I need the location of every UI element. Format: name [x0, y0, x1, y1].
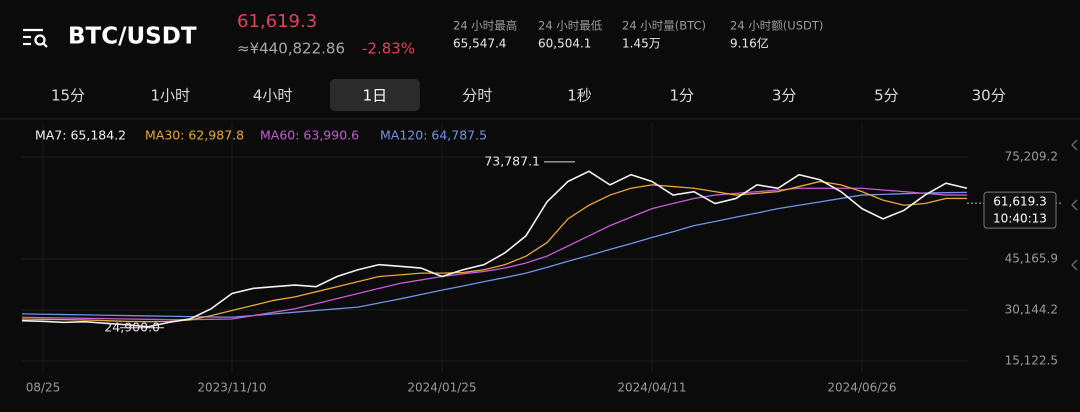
legend-entry: MA60: 63,990.6 — [260, 128, 359, 143]
stat-label: 24 小时量(BTC) — [622, 19, 706, 33]
ma-line — [21, 187, 967, 321]
change: -2.83% — [362, 40, 415, 58]
y-tick-label: 75,209.2 — [1005, 149, 1058, 163]
legend-entry: MA7: 65,184.2 — [35, 128, 126, 143]
x-tick-label: 2024/04/11 — [617, 381, 686, 395]
stat-value: 60,504.1 — [538, 37, 591, 51]
last-time: 10:40:13 — [993, 212, 1047, 226]
menu-icon[interactable] — [23, 28, 48, 48]
scroll-arrows[interactable] — [1071, 139, 1078, 271]
annotation-label: 24,900.0 — [104, 319, 160, 334]
stat-label: 24 小时最高 — [453, 19, 517, 33]
icon-line — [42, 42, 48, 48]
tab[interactable]: 分时 — [462, 87, 492, 105]
x-tick-label: 2023/11/10 — [197, 381, 266, 395]
tab-highlight — [329, 79, 420, 111]
legend-entry: MA120: 64,787.5 — [380, 128, 487, 143]
tab[interactable]: 15分 — [51, 87, 85, 105]
stat-value: 65,547.4 — [453, 37, 506, 51]
tab[interactable]: 5分 — [874, 87, 899, 105]
y-tick-label: 45,165.9 — [1005, 251, 1058, 265]
price-cny: ≈¥440,822.86 — [237, 40, 345, 58]
tab[interactable]: 30分 — [972, 87, 1006, 105]
ma-line — [21, 170, 968, 328]
legend-entry: MA30: 62,987.8 — [145, 128, 244, 143]
icon-circle — [34, 34, 46, 46]
ma-line — [21, 180, 967, 323]
tab[interactable]: 1小时 — [151, 87, 191, 105]
x-tick-label: 2024/06/26 — [827, 381, 896, 395]
annotation-label: 73,787.1 — [484, 153, 540, 168]
stat-label: 24 小时最低 — [538, 19, 603, 33]
price: 61,619.3 — [237, 11, 317, 32]
stat-label: 24 小时额(USDT) — [730, 19, 823, 33]
y-tick-label: 30,144.2 — [1005, 302, 1058, 316]
tab[interactable]: 1分 — [670, 87, 695, 105]
tab[interactable]: 4小时 — [253, 87, 293, 105]
stat-value: 1.45万 — [622, 37, 661, 51]
x-tick-label: 2024/01/25 — [407, 381, 476, 395]
last-price-label: 61,619.3 — [993, 195, 1046, 209]
symbol[interactable]: BTC/USDT — [68, 24, 197, 50]
y-tick-label: 15,122.5 — [1005, 353, 1058, 367]
tab[interactable]: 1日 — [363, 87, 388, 105]
x-tick-label: 08/25 — [26, 381, 61, 395]
tab[interactable]: 3分 — [772, 87, 797, 105]
ma-line — [21, 191, 968, 318]
stat-value: 9.16亿 — [730, 36, 769, 51]
tab[interactable]: 1秒 — [567, 87, 592, 105]
last-price-box — [983, 191, 1057, 229]
